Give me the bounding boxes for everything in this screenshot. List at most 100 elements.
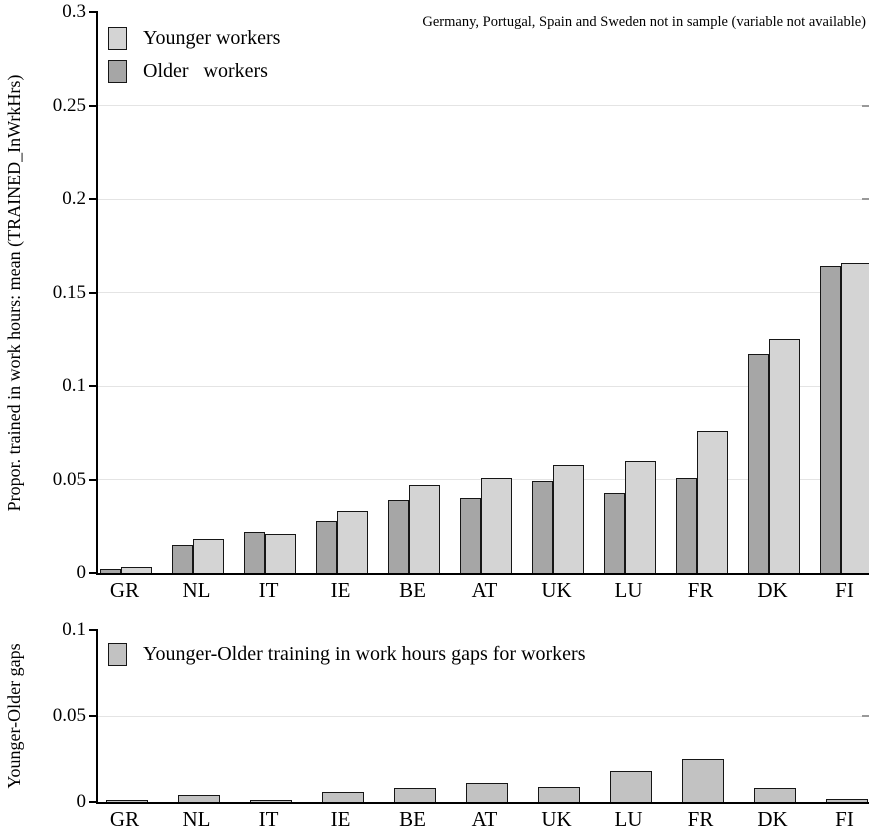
left-tick-0.2: [89, 198, 98, 200]
y-tick-label-0.1: 0.1: [62, 619, 86, 640]
bar-bottom-FI-gap: [825, 798, 868, 802]
y-tick-label-0.1: 0.1: [62, 375, 86, 396]
y-tick-label-0.05: 0.05: [52, 468, 86, 490]
y-tick-label-0.3: 0.3: [62, 1, 86, 22]
x-label-UK: UK: [541, 807, 572, 831]
x-label-BE: BE: [399, 807, 426, 831]
bottom-legend: Younger-Older training in work hours gap…: [108, 642, 586, 675]
bar-top-AT-younger: [481, 477, 512, 573]
legend-item-younger-workers: Younger workers: [108, 26, 280, 50]
x-label-IE: IE: [330, 807, 351, 831]
bar-top-NL-older: [172, 544, 193, 573]
bar-top-AT-older: [460, 498, 481, 573]
x-label-FI: FI: [835, 578, 854, 602]
bottom-x-axis-labels: GR NL IT IE BE AT UK LU FR DK FI: [0, 807, 869, 833]
left-tick-0: [89, 572, 98, 574]
left-tick-0.05: [89, 715, 98, 717]
left-tick-0.1: [89, 385, 98, 387]
older-workers-swatch-icon: [108, 59, 127, 83]
bar-bottom-UK-gap: [537, 786, 580, 802]
y-tick-label-0.25: 0.25: [52, 94, 86, 116]
x-label-AT: AT: [471, 578, 498, 602]
left-tick-0.05: [89, 478, 98, 481]
y-tick-label-0: 0: [76, 791, 87, 812]
legend-item-gaps: Younger-Older training in work hours gap…: [108, 642, 586, 666]
legend-label-older-workers: Older workers: [143, 60, 268, 82]
x-label-LU: LU: [614, 807, 643, 831]
bar-top-GR-older: [100, 569, 121, 573]
bar-top-NL-younger: [193, 539, 224, 573]
gridline-0.05: [98, 715, 869, 717]
gridline-0.15: [98, 292, 869, 293]
bar-top-LU-older: [604, 492, 625, 573]
top-plot-area: 0 0.05 0.1 0.15 0.2 0.25 0.3: [53, 1, 869, 583]
bar-top-GR-younger: [121, 567, 152, 573]
bar-top-BE-younger: [409, 485, 440, 573]
x-label-NL: NL: [182, 807, 211, 831]
x-label-FR: FR: [687, 578, 714, 602]
left-tick-0.25: [89, 104, 98, 107]
bar-bottom-LU-gap: [609, 771, 652, 802]
y-tick-label-0.2: 0.2: [62, 188, 86, 209]
bar-bottom-IE-gap: [321, 791, 364, 802]
bar-top-IT-older: [244, 531, 265, 573]
gridline-0.25: [98, 105, 869, 106]
bar-bottom-BE-gap: [393, 788, 436, 802]
x-label-LU: LU: [614, 578, 643, 602]
x-label-NL: NL: [182, 578, 211, 602]
y-tick-label-0: 0: [76, 562, 87, 583]
x-label-BE: BE: [399, 578, 426, 602]
gaps-swatch-icon: [108, 642, 127, 666]
bar-bottom-IT-gap: [249, 800, 292, 802]
x-label-DK: DK: [757, 578, 788, 602]
right-tick-0.2: [862, 198, 869, 200]
bar-top-LU-younger: [625, 460, 656, 573]
legend-item-older-workers: Older workers: [108, 59, 280, 83]
younger-workers-swatch-icon: [108, 26, 127, 50]
x-label-GR: GR: [109, 578, 140, 602]
bar-top-UK-older: [532, 481, 553, 573]
x-label-UK: UK: [541, 578, 572, 602]
bar-top-DK-younger: [769, 339, 800, 573]
top-x-axis-labels: GR NL IT IE BE AT UK LU FR DK FI: [0, 578, 869, 604]
x-label-AT: AT: [471, 807, 498, 831]
bottom-plot-area: 0 0.05 0.1: [53, 619, 869, 812]
left-tick-0.1: [89, 629, 98, 631]
bar-bottom-NL-gap: [177, 795, 220, 802]
right-tick-0.05: [862, 715, 869, 717]
x-label-IT: IT: [258, 807, 279, 831]
bar-top-BE-older: [388, 500, 409, 573]
bar-top-FI-younger: [841, 262, 869, 573]
top-legend: Younger workers Older workers: [108, 26, 280, 92]
x-label-IE: IE: [330, 578, 351, 602]
top-y-axis-title: Propor. trained in work hours: mean (TRA…: [4, 74, 24, 512]
bar-top-FR-older: [676, 477, 697, 573]
legend-label-gaps: Younger-Older training in work hours gap…: [143, 643, 586, 665]
bar-bottom-DK-gap: [753, 788, 796, 802]
bar-top-IE-younger: [337, 511, 368, 573]
bar-top-DK-older: [748, 354, 769, 573]
bar-top-FI-older: [820, 266, 841, 573]
bar-bottom-GR-gap: [105, 800, 148, 802]
bar-top-UK-younger: [553, 464, 584, 573]
x-label-IT: IT: [258, 578, 279, 602]
bar-top-IT-younger: [265, 533, 296, 573]
bottom-y-axis-title: Younger-Older gaps: [4, 643, 24, 789]
bar-top-FR-younger: [697, 430, 728, 573]
left-tick-0.3: [89, 11, 98, 13]
bar-top-IE-older: [316, 520, 337, 573]
y-tick-label-0.15: 0.15: [52, 281, 86, 303]
bar-bottom-AT-gap: [465, 783, 508, 802]
x-label-FI: FI: [835, 807, 854, 831]
left-tick-0: [89, 801, 98, 803]
legend-label-younger-workers: Younger workers: [143, 27, 281, 49]
x-label-DK: DK: [757, 807, 788, 831]
sample-note: Germany, Portugal, Spain and Sweden not …: [422, 14, 866, 30]
x-label-GR: GR: [109, 807, 140, 831]
x-label-FR: FR: [687, 807, 714, 831]
y-tick-label-0.05: 0.05: [52, 705, 86, 726]
left-tick-0.15: [89, 291, 98, 294]
right-tick-0.25: [862, 104, 869, 107]
bar-bottom-FR-gap: [681, 759, 724, 802]
